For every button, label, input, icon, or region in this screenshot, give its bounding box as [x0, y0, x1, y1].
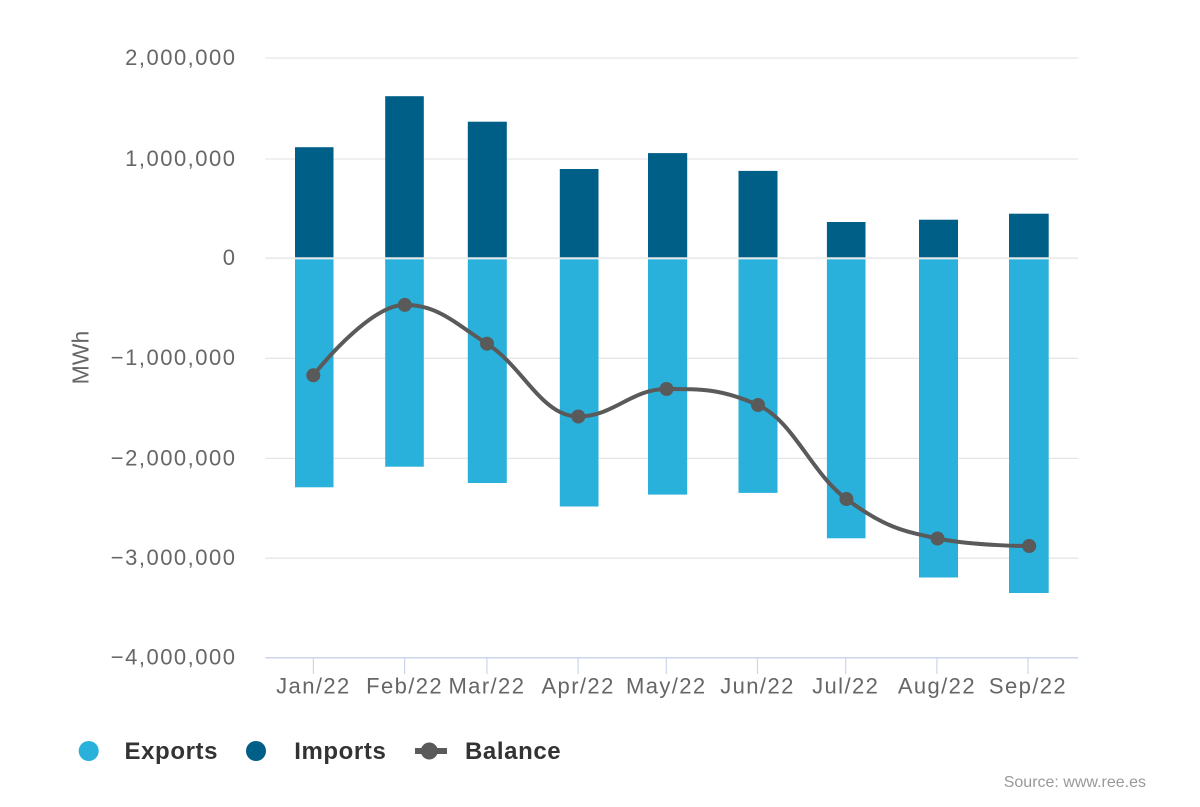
svg-text:Imports: Imports	[294, 738, 386, 765]
svg-text:−1,000,000: −1,000,000	[111, 345, 237, 370]
svg-text:2,000,000: 2,000,000	[125, 45, 236, 70]
svg-text:1,000,000: 1,000,000	[125, 146, 236, 171]
svg-text:Aug/22: Aug/22	[898, 674, 976, 699]
svg-text:Jan/22: Jan/22	[276, 674, 350, 699]
svg-text:Apr/22: Apr/22	[541, 674, 614, 699]
svg-text:Feb/22: Feb/22	[366, 674, 443, 699]
svg-text:Balance: Balance	[465, 738, 561, 765]
svg-text:−2,000,000: −2,000,000	[111, 445, 237, 470]
svg-text:Source: www.ree.es: Source: www.ree.es	[1004, 774, 1146, 791]
svg-text:Exports: Exports	[125, 738, 219, 765]
svg-text:−4,000,000: −4,000,000	[111, 645, 237, 670]
svg-text:−3,000,000: −3,000,000	[111, 545, 237, 570]
svg-text:Mar/22: Mar/22	[448, 674, 525, 699]
svg-text:Jun/22: Jun/22	[720, 674, 794, 699]
svg-text:0: 0	[223, 245, 237, 270]
svg-text:MWh: MWh	[68, 331, 94, 385]
svg-text:May/22: May/22	[626, 674, 707, 699]
svg-text:Sep/22: Sep/22	[989, 674, 1067, 699]
svg-text:Jul/22: Jul/22	[812, 674, 879, 699]
